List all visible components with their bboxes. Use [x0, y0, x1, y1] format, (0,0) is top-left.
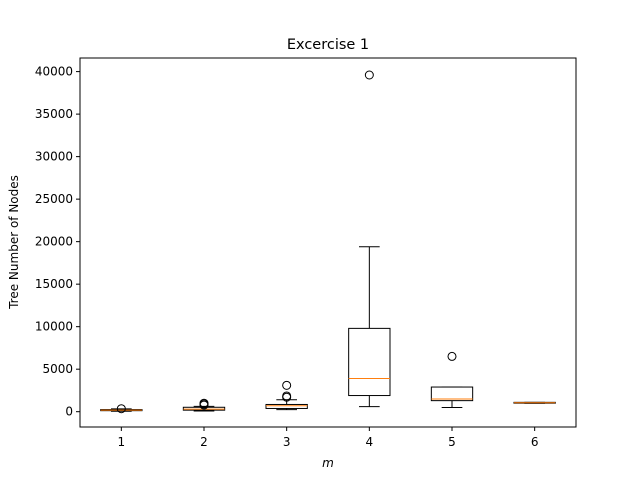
y-tick-label-1: 5000 — [42, 362, 73, 376]
y-tick-label-4: 20000 — [35, 235, 73, 249]
outlier-3-1 — [282, 391, 292, 401]
chart-title: Excercise 1 — [287, 37, 369, 53]
box-4 — [348, 327, 391, 397]
x-tick-label-5: 5 — [448, 435, 456, 449]
outlier-1-0 — [116, 404, 126, 414]
x-tick-label-4: 4 — [366, 435, 374, 449]
outlier-4-0 — [364, 70, 374, 80]
y-tick-label-3: 15000 — [35, 277, 73, 291]
plot-frame — [79, 57, 577, 428]
y-tick-label-2: 10000 — [35, 320, 73, 334]
x-tick-label-2: 2 — [200, 435, 208, 449]
plot-area: 0 5000 10000 15000 20000 25000 30000 35000 40000… — [35, 57, 577, 449]
box-3 — [265, 403, 308, 409]
box-5 — [430, 386, 474, 402]
x-tick-label-6: 6 — [531, 435, 539, 449]
y-tick-label-7: 35000 — [35, 107, 73, 121]
outlier-3-2 — [282, 380, 292, 390]
y-tick-label-8: 40000 — [35, 65, 73, 79]
x-tick-label-3: 3 — [283, 435, 291, 449]
y-tick-label-5: 25000 — [35, 192, 73, 206]
y-tick-label-6: 30000 — [35, 150, 73, 164]
y-tick-label-0: 0 — [65, 405, 73, 419]
x-tick-label-1: 1 — [118, 435, 126, 449]
x-axis-label: m — [322, 456, 334, 470]
outlier-2-2 — [199, 398, 209, 408]
outlier-5-0 — [447, 351, 457, 361]
y-axis-label: Tree Number of Nodes — [7, 175, 21, 310]
